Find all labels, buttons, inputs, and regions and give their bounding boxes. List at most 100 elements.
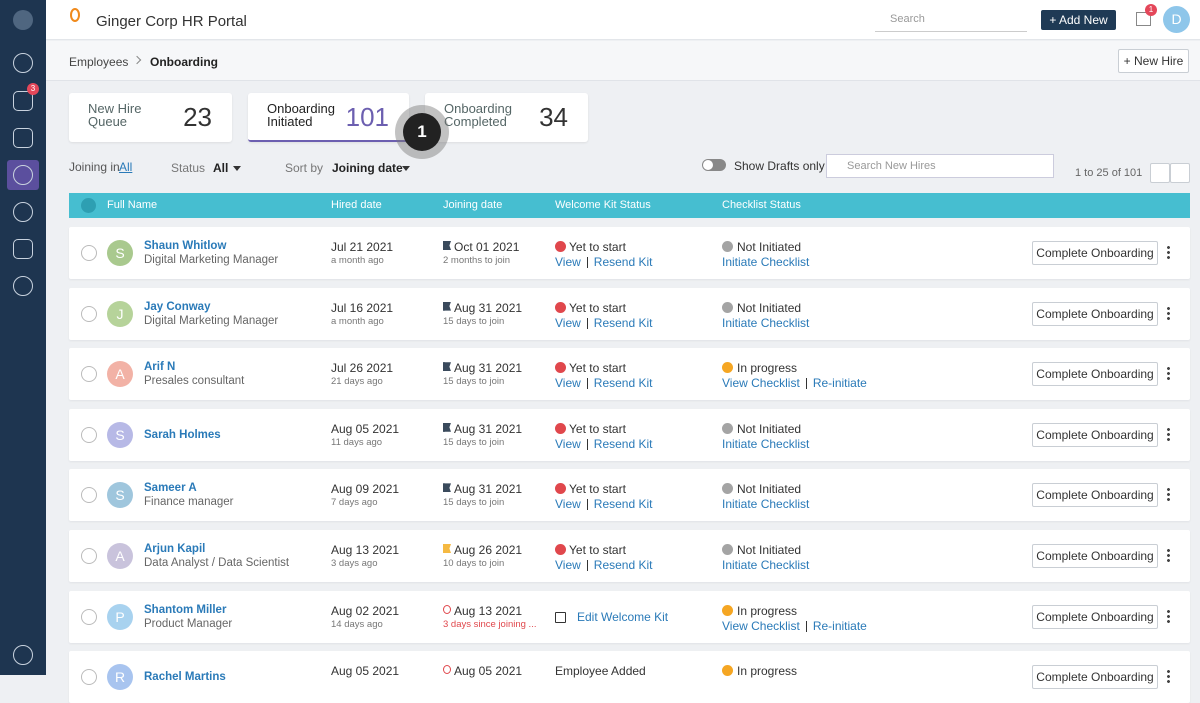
action-link[interactable]: Resend Kit [593,376,653,391]
action-link[interactable]: View [555,255,581,269]
row-checkbox[interactable] [81,305,97,322]
employee-name[interactable]: Shaun Whitlow [144,240,227,252]
hire-search[interactable]: Search New Hires [826,154,1054,178]
complete-onboarding-button[interactable]: Complete Onboarding [1032,301,1158,326]
dropdown-caret [402,166,410,175]
breadcrumb-link[interactable]: Employees [69,55,129,69]
nav-time[interactable] [13,202,33,222]
action-link[interactable]: View Checklist [722,376,800,391]
complete-onboarding-button[interactable]: Complete Onboarding [1032,665,1158,690]
action-link[interactable]: Resend Kit [593,255,653,269]
row-checkbox[interactable] [81,487,97,504]
kit-status-dot [555,483,566,495]
prev-page[interactable] [1150,163,1170,183]
complete-onboarding-button[interactable]: Complete Onboarding [1032,483,1158,508]
filter-value[interactable]: Joining date [332,161,403,175]
row-checkbox[interactable] [81,608,97,625]
user-avatar[interactable]: D [1163,6,1190,33]
nav-settings[interactable] [13,276,33,296]
action-link[interactable]: View [555,497,581,512]
column-header[interactable]: Hired date [331,199,382,211]
action-link[interactable]: Resend Kit [593,558,653,572]
action-link[interactable]: View [555,315,581,330]
nav-people[interactable] [13,165,33,185]
more-menu[interactable] [1167,548,1170,562]
employee-name[interactable]: Sarah Holmes [144,428,221,441]
more-menu[interactable] [1167,366,1170,381]
row-checkbox[interactable] [81,669,97,686]
more-menu[interactable] [1167,305,1170,320]
nav-dashboard[interactable] [13,53,33,73]
more-menu[interactable] [1167,245,1170,259]
action-link[interactable]: Resend Kit [593,436,653,451]
more-menu[interactable] [1167,487,1170,502]
complete-onboarding-button[interactable]: Complete Onboarding [1032,604,1158,629]
filter-value[interactable]: All [119,160,133,174]
kit-status-dot [555,241,566,252]
action-link[interactable]: Initiate Checklist [722,558,810,572]
nav-reports[interactable] [13,239,33,259]
employee-name[interactable]: Jay Conway [144,300,211,313]
employee-name[interactable]: Rachel Martins [144,671,226,684]
action-link[interactable]: Re-initiate [812,618,867,633]
add-new-button[interactable]: + Add New [1041,10,1116,30]
new-hire-button[interactable]: + New Hire [1118,49,1189,73]
checklist-status: In progress [737,361,798,376]
action-link[interactable]: Resend Kit [593,497,653,512]
employee-name[interactable]: Sameer A [144,482,197,495]
row-checkbox[interactable] [81,548,97,564]
table-row: J Jay Conway Digital Marketing Manager Jul … [69,287,1190,340]
action-link[interactable]: View [555,558,581,572]
avatar: J [107,300,133,327]
action-link[interactable]: Initiate Checklist [722,436,810,451]
more-menu[interactable] [1167,608,1170,623]
stat-card-active[interactable]: Onboarding Initiated 101 [248,93,409,142]
breadcrumb-bar: Employees Onboarding + New Hire [46,41,1200,81]
action-link[interactable]: View [555,436,581,451]
checklist-status-dot [722,483,733,495]
column-header[interactable]: Checklist Status [722,199,801,211]
row-checkbox[interactable] [81,366,97,383]
column-header[interactable]: Welcome Kit Status [555,199,651,211]
joining-date: Aug 31 2021 [454,421,523,436]
avatar: S [107,421,133,448]
checklist-status: In progress [737,664,798,679]
nav-jobs[interactable] [13,128,33,148]
checklist-status-dot [722,301,733,313]
column-header[interactable]: Full Name [107,199,158,211]
drafts-toggle[interactable] [702,159,726,171]
employee-name[interactable]: Arjun Kapil [144,543,206,555]
action-link[interactable]: Re-initiate [812,376,867,391]
row-checkbox[interactable] [81,245,97,261]
column-header[interactable]: Joining date [443,199,503,211]
avatar: A [107,361,133,388]
complete-onboarding-button[interactable]: Complete Onboarding [1032,544,1158,568]
row-checkbox[interactable] [81,426,97,443]
checklist-status: Not Initiated [737,421,802,436]
complete-onboarding-button[interactable]: Complete Onboarding [1032,241,1158,265]
employee-name[interactable]: Arif N [144,361,176,374]
logo[interactable] [13,10,33,30]
next-page[interactable] [1170,163,1190,183]
action-link[interactable]: View [555,376,581,391]
filter-value[interactable]: All [213,161,229,175]
gift-icon[interactable] [1136,12,1151,26]
action-link[interactable]: Edit Welcome Kit [577,609,669,624]
stat-card[interactable]: New Hire Queue 23 [69,93,232,142]
action-link[interactable]: Initiate Checklist [722,255,810,269]
action-link[interactable]: Resend Kit [593,315,653,330]
complete-onboarding-button[interactable]: Complete Onboarding [1032,362,1158,387]
action-link[interactable]: Initiate Checklist [722,497,810,512]
nav-help[interactable] [13,645,33,665]
topbar: Ginger Corp HR Portal Search + Add New 1… [46,0,1200,40]
employee-name[interactable]: Shantom Miller [144,603,227,616]
action-link[interactable]: Initiate Checklist [722,315,810,330]
nav-tasks[interactable] [13,91,33,111]
more-menu[interactable] [1167,669,1170,684]
action-link[interactable]: View Checklist [722,618,800,633]
more-menu[interactable] [1167,426,1170,441]
complete-onboarding-button[interactable]: Complete Onboarding [1032,422,1158,447]
stat-card[interactable]: Onboarding Completed 34 [425,93,588,142]
search-box[interactable]: Search [875,10,1027,32]
select-all[interactable] [81,198,96,213]
